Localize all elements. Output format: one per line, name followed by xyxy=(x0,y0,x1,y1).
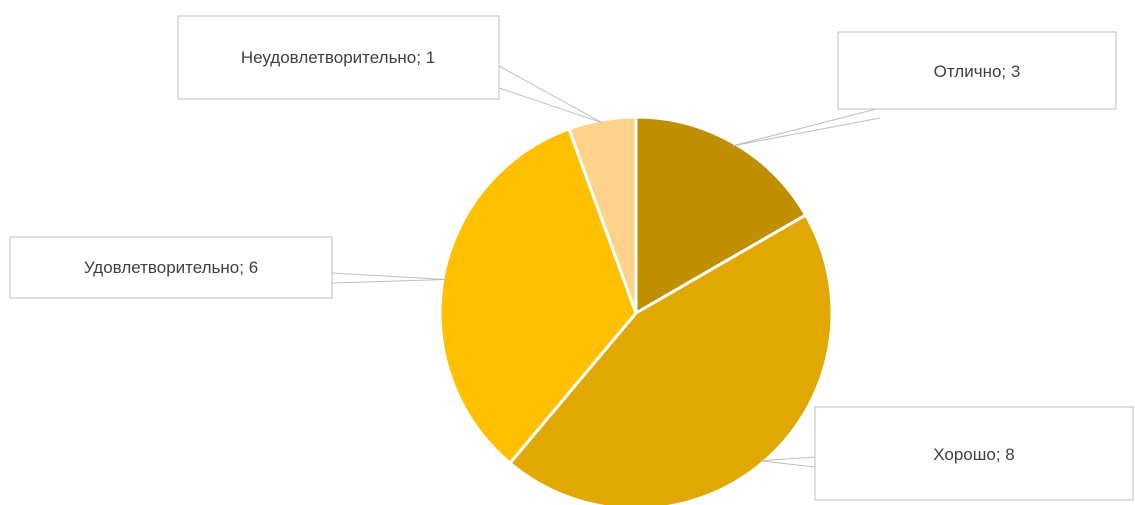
data-label-text-neudovletvoritelno: Неудовлетворительно; 1 xyxy=(241,48,435,67)
pie-slice-neudovletvoritelno xyxy=(567,115,638,314)
pie-slice-otlichno xyxy=(634,115,808,316)
leader-lines xyxy=(331,65,881,468)
data-label-text-otlichno: Отлично; 3 xyxy=(934,62,1021,81)
data-label-otlichno: Отлично; 3 xyxy=(837,31,1117,110)
pie-slice-khorosho xyxy=(507,212,834,505)
data-label-text-khorosho: Хорошо; 8 xyxy=(933,445,1015,464)
leader-line-udovletvoritelno xyxy=(331,272,446,284)
leader-line-khorosho xyxy=(760,456,816,468)
pie-slices xyxy=(438,115,834,505)
data-label-udovletvoritelno: Удовлетворительно; 6 xyxy=(9,236,333,299)
data-label-neudovletvoritelno: Неудовлетворительно; 1 xyxy=(177,15,500,100)
leader-line-neudovletvoritelno xyxy=(498,65,603,124)
data-label-text-udovletvoritelno: Удовлетворительно; 6 xyxy=(84,258,258,277)
leader-line-otlichno xyxy=(732,107,881,147)
data-label-khorosho: Хорошо; 8 xyxy=(814,406,1134,501)
data-labels: Отлично; 3 Хорошо; 8 Удовлетворительно; … xyxy=(9,15,1134,501)
